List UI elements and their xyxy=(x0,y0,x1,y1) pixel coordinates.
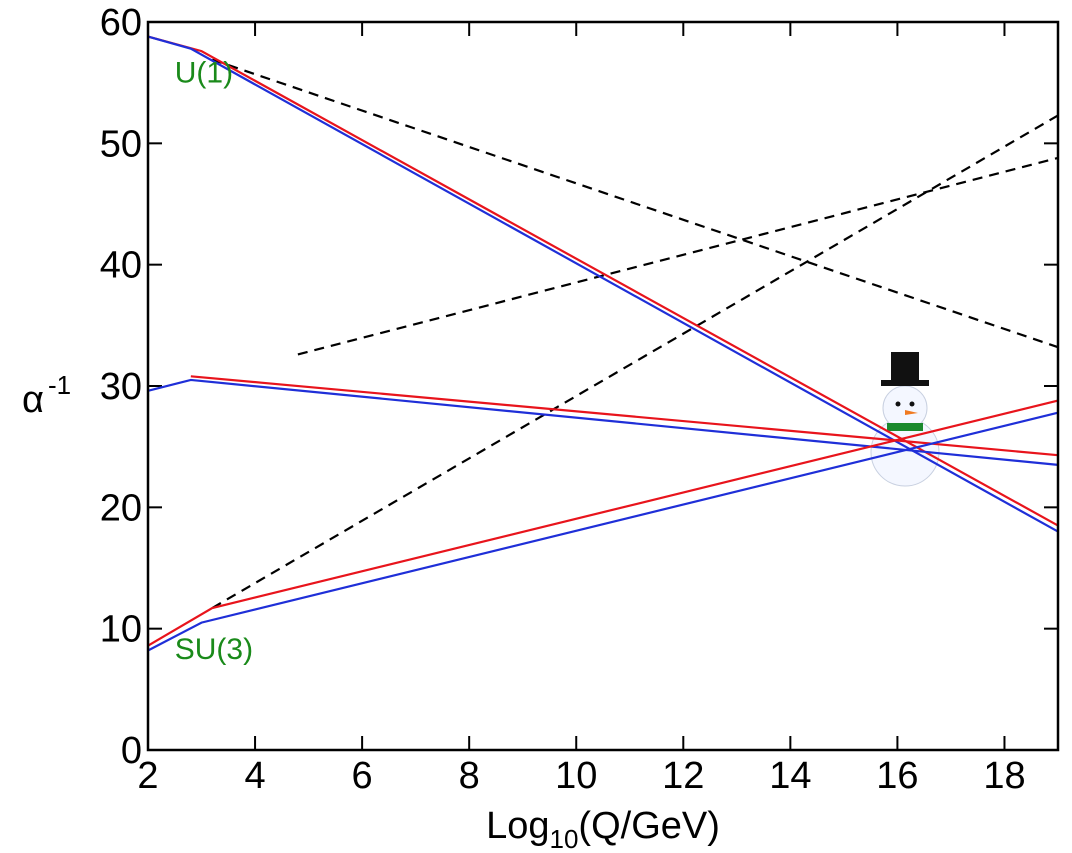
x-axis-label-part: (Q/GeV) xyxy=(578,805,719,847)
x-tick-label: 8 xyxy=(459,755,480,797)
annotation: U(1) xyxy=(175,57,233,90)
x-tick-label: 16 xyxy=(876,755,918,797)
y-tick-label: 10 xyxy=(100,609,142,651)
y-axis-label-sup: -1 xyxy=(48,370,71,400)
x-axis-label-part: Log xyxy=(486,805,549,847)
annotation: SU(3) xyxy=(175,633,253,666)
y-tick-label: 0 xyxy=(121,730,142,772)
x-tick-label: 4 xyxy=(244,755,265,797)
x-tick-label: 12 xyxy=(662,755,704,797)
y-tick-label: 30 xyxy=(100,366,142,408)
dashed-line xyxy=(212,60,1058,348)
x-tick-label: 18 xyxy=(983,755,1025,797)
x-tick-label: 14 xyxy=(769,755,811,797)
x-axis-label-sub: 10 xyxy=(550,824,579,853)
y-axis-label-part: α xyxy=(22,379,44,421)
y-tick-label: 60 xyxy=(100,2,142,44)
y-tick-label: 40 xyxy=(100,245,142,287)
y-tick-label: 50 xyxy=(100,123,142,165)
chart: 246810121416180102030405060U(1)SU(3)Log1… xyxy=(0,0,1072,853)
x-tick-label: 6 xyxy=(352,755,373,797)
snowman-decoration xyxy=(871,352,939,486)
x-axis-label: Log10(Q/GeV) xyxy=(486,805,720,853)
dashed-line xyxy=(212,115,1058,608)
line xyxy=(191,376,1058,455)
dashed-line xyxy=(298,158,1058,355)
y-axis-label: α-1 xyxy=(22,370,71,421)
x-tick-label: 10 xyxy=(555,755,597,797)
y-tick-label: 20 xyxy=(100,487,142,529)
